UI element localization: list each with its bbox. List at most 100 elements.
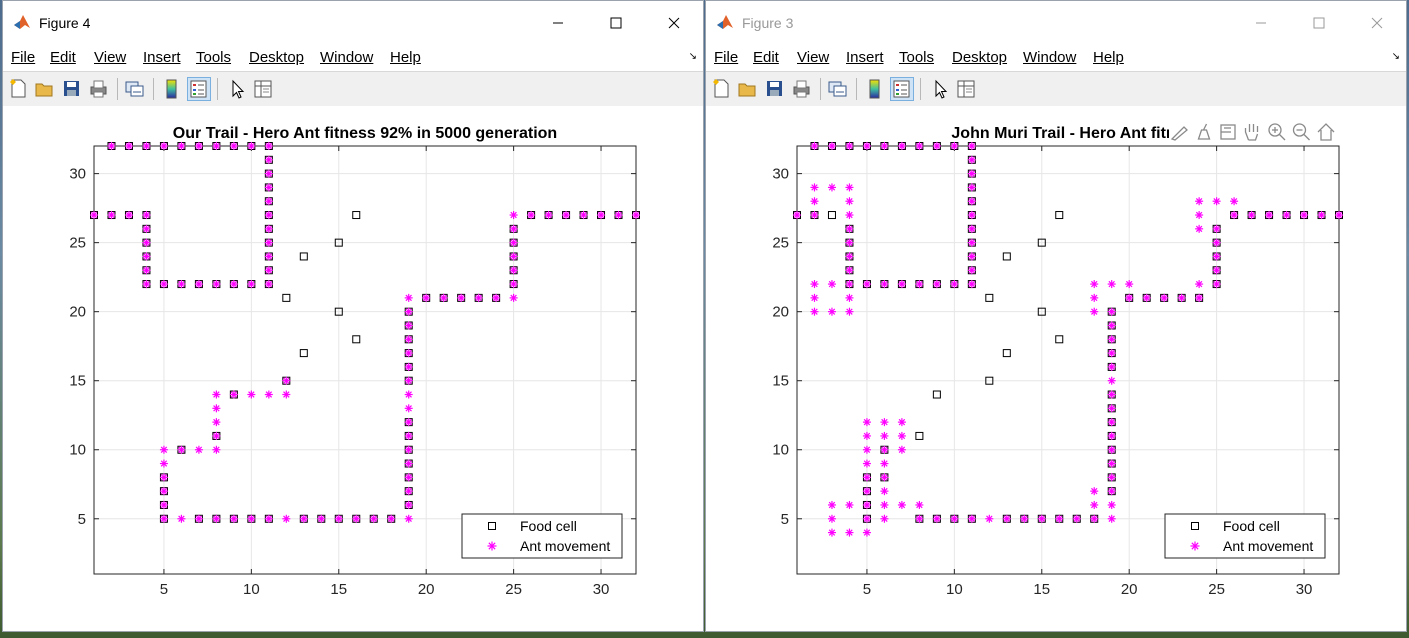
ant-movement-marker bbox=[404, 445, 413, 454]
ant-movement-marker bbox=[1300, 211, 1309, 220]
ant-movement-marker bbox=[212, 280, 221, 289]
menu-tools[interactable]: Tools bbox=[899, 49, 935, 66]
dock-arrow-icon[interactable]: ↘ bbox=[688, 51, 697, 62]
menu-view[interactable]: View bbox=[94, 49, 127, 66]
ant-movement-marker bbox=[509, 266, 518, 275]
ant-movement-marker bbox=[404, 500, 413, 509]
ant-movement-marker bbox=[845, 528, 854, 537]
menu-desktop[interactable]: Desktop bbox=[249, 49, 305, 66]
legend[interactable]: Food cell Ant movement bbox=[1164, 513, 1326, 559]
ant-movement-marker bbox=[212, 514, 221, 523]
maximize-button[interactable] bbox=[593, 9, 639, 37]
ant-movement-marker bbox=[404, 431, 413, 440]
ant-movement-marker bbox=[124, 211, 133, 220]
new-figure-icon[interactable] bbox=[7, 77, 31, 101]
matlab-icon bbox=[14, 15, 30, 29]
ant-movement-marker bbox=[492, 293, 501, 302]
ant-movement-marker bbox=[1107, 335, 1116, 344]
menu-desktop[interactable]: Desktop bbox=[952, 49, 1008, 66]
ant-movement-marker bbox=[967, 142, 976, 150]
close-button[interactable] bbox=[1354, 9, 1400, 37]
titlebar[interactable]: Figure 4 bbox=[3, 1, 703, 45]
property-inspector-icon[interactable] bbox=[251, 77, 275, 101]
menu-file[interactable]: File bbox=[714, 49, 739, 66]
menu-edit[interactable]: Edit bbox=[50, 49, 76, 66]
menu-help[interactable]: Help bbox=[390, 49, 421, 66]
print-icon[interactable] bbox=[87, 77, 111, 101]
maximize-button[interactable] bbox=[1296, 9, 1342, 37]
data-tips-icon[interactable] bbox=[1193, 122, 1214, 142]
ant-movement-marker bbox=[247, 142, 256, 150]
linked-brush-icon[interactable] bbox=[1218, 122, 1238, 142]
ant-movement-marker bbox=[967, 183, 976, 192]
titlebar[interactable]: Figure 3 bbox=[706, 1, 1406, 45]
menu-file[interactable]: File bbox=[11, 49, 36, 66]
brush-icon[interactable] bbox=[1169, 122, 1189, 142]
x-tick-label: 25 bbox=[505, 581, 522, 598]
ant-movement-marker bbox=[142, 224, 151, 233]
home-icon[interactable] bbox=[1316, 122, 1336, 142]
legend-food-marker bbox=[488, 522, 496, 530]
menu-help[interactable]: Help bbox=[1093, 49, 1124, 66]
ant-movement-marker bbox=[527, 211, 536, 220]
figure-toolbar bbox=[706, 71, 1406, 107]
pointer-icon[interactable] bbox=[928, 77, 952, 101]
zoom-out-icon[interactable] bbox=[1291, 122, 1312, 142]
menu-insert[interactable]: Insert bbox=[846, 49, 884, 66]
ant-movement-marker bbox=[264, 266, 273, 275]
close-button[interactable] bbox=[651, 9, 697, 37]
ant-movement-marker bbox=[142, 142, 151, 150]
dock-arrow-icon[interactable]: ↘ bbox=[1391, 51, 1400, 62]
pan-icon[interactable] bbox=[1242, 122, 1263, 142]
ant-movement-marker bbox=[404, 362, 413, 371]
colorbar-icon[interactable] bbox=[863, 77, 887, 101]
ant-movement-marker bbox=[247, 390, 256, 399]
open-file-icon[interactable] bbox=[33, 77, 57, 101]
ant-movement-marker bbox=[845, 224, 854, 233]
property-inspector-icon[interactable] bbox=[954, 77, 978, 101]
ant-movement-marker bbox=[212, 142, 221, 150]
ant-movement-marker bbox=[845, 211, 854, 220]
ant-movement-marker bbox=[124, 142, 133, 150]
menu-edit[interactable]: Edit bbox=[753, 49, 779, 66]
menu-tools[interactable]: Tools bbox=[196, 49, 232, 66]
menu-window[interactable]: Window bbox=[1023, 49, 1077, 66]
legend-icon[interactable] bbox=[187, 77, 211, 101]
ant-movement-marker bbox=[194, 514, 203, 523]
food-cell-marker bbox=[932, 390, 941, 399]
menubar: File Edit View Insert Tools Desktop Wind… bbox=[3, 45, 703, 71]
ant-movement-marker bbox=[1107, 473, 1116, 482]
ant-movement-marker bbox=[404, 335, 413, 344]
ant-movement-marker bbox=[1282, 211, 1291, 220]
ant-movement-marker bbox=[1107, 418, 1116, 427]
legend[interactable]: Food cell Ant movement bbox=[461, 513, 623, 559]
toolbar-separator bbox=[117, 78, 118, 100]
ant-movement-marker bbox=[1037, 514, 1046, 523]
pointer-icon[interactable] bbox=[225, 77, 249, 101]
minimize-button[interactable] bbox=[1238, 9, 1284, 37]
ant-movement-marker bbox=[1090, 500, 1099, 509]
save-icon[interactable] bbox=[763, 77, 787, 101]
ant-movement-marker bbox=[247, 280, 256, 289]
ant-movement-marker bbox=[1090, 280, 1099, 289]
menu-insert[interactable]: Insert bbox=[143, 49, 181, 66]
ant-movement-marker bbox=[1107, 445, 1116, 454]
zoom-in-icon[interactable] bbox=[1267, 122, 1287, 142]
link-plot-icon[interactable] bbox=[123, 77, 147, 101]
open-file-icon[interactable] bbox=[736, 77, 760, 101]
minimize-button[interactable] bbox=[535, 9, 581, 37]
ant-movement-marker bbox=[810, 183, 819, 192]
ant-movement-marker bbox=[967, 197, 976, 206]
print-icon[interactable] bbox=[790, 77, 814, 101]
colorbar-icon[interactable] bbox=[160, 77, 184, 101]
menu-view[interactable]: View bbox=[797, 49, 830, 66]
save-icon[interactable] bbox=[60, 77, 84, 101]
legend-icon[interactable] bbox=[890, 77, 914, 101]
ant-movement-marker bbox=[827, 280, 836, 289]
link-plot-icon[interactable] bbox=[826, 77, 850, 101]
menu-window[interactable]: Window bbox=[320, 49, 374, 66]
ant-movement-marker bbox=[1107, 404, 1116, 413]
new-figure-icon[interactable] bbox=[710, 77, 734, 101]
ant-movement-marker bbox=[862, 473, 871, 482]
ant-movement-marker bbox=[404, 349, 413, 358]
